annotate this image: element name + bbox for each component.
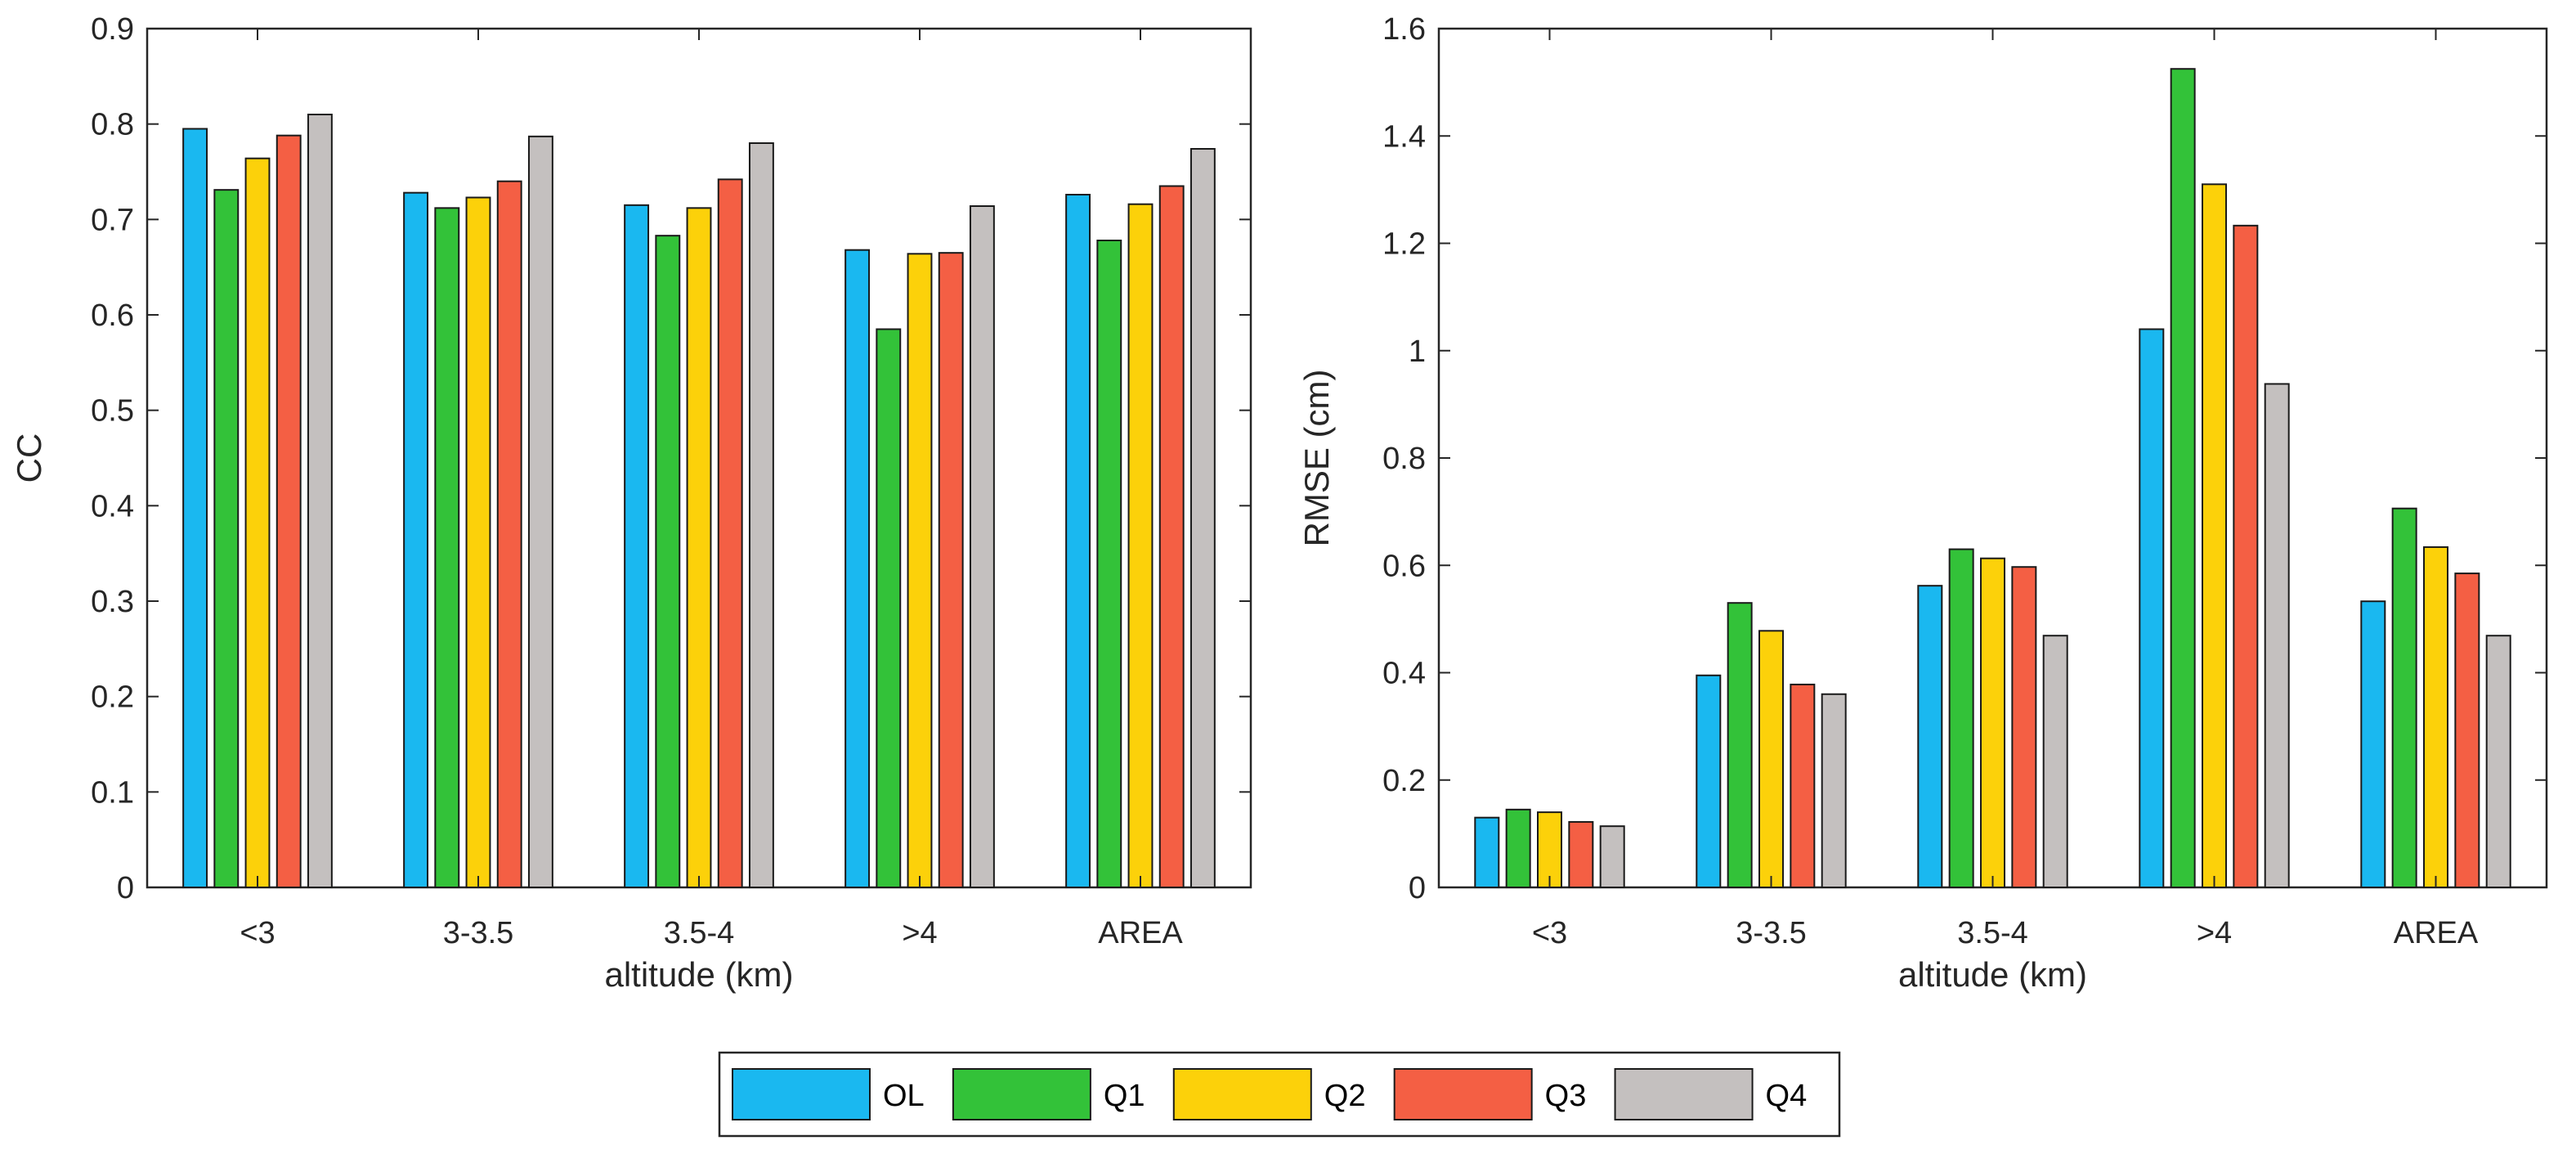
bar-q4-4 bbox=[2485, 635, 2511, 888]
legend-swatch-q2 bbox=[1172, 1068, 1312, 1120]
y-tick-label: 0.4 bbox=[1382, 657, 1426, 691]
y-tick-label: 0.6 bbox=[1382, 549, 1426, 583]
y-axis-label: CC bbox=[10, 433, 48, 483]
x-tick-label: 3-3.5 bbox=[1736, 916, 1807, 950]
bar-ol-3 bbox=[844, 249, 871, 888]
x-tick-label: 3-3.5 bbox=[443, 916, 514, 950]
bar-q4-2 bbox=[2042, 635, 2068, 888]
legend-swatch-ol bbox=[732, 1068, 871, 1120]
bar-q2-2 bbox=[1980, 557, 2005, 888]
y-tick-label: 1.4 bbox=[1382, 119, 1426, 154]
legend-swatch-q3 bbox=[1393, 1068, 1533, 1120]
bar-q4-2 bbox=[748, 142, 774, 888]
x-tick-label: 3.5-4 bbox=[664, 916, 735, 950]
y-tick-label: 0.8 bbox=[1382, 442, 1426, 476]
y-tick-label: 0.5 bbox=[91, 394, 134, 429]
y-tick-label: 0.2 bbox=[91, 680, 134, 715]
bar-ol-2 bbox=[624, 204, 650, 889]
bar-q2-4 bbox=[1127, 203, 1154, 888]
y-tick-label: 0.1 bbox=[91, 775, 134, 810]
bar-q1-0 bbox=[1505, 808, 1531, 888]
bar-q3-0 bbox=[276, 134, 302, 888]
y-tick-label: 1.6 bbox=[1382, 12, 1426, 47]
bar-q4-0 bbox=[307, 114, 333, 888]
bar-q3-1 bbox=[1790, 683, 1816, 888]
y-tick-label: 0 bbox=[1409, 871, 1426, 905]
bar-q4-3 bbox=[969, 205, 995, 888]
bar-q2-2 bbox=[686, 207, 712, 889]
y-tick-label: 0.7 bbox=[91, 203, 134, 237]
legend-label-q2: Q2 bbox=[1324, 1079, 1366, 1113]
y-tick-label: 0.9 bbox=[91, 12, 134, 47]
legend: OL Q1 Q2 Q3 Q4 bbox=[718, 1051, 1841, 1138]
bar-q2-3 bbox=[907, 253, 933, 889]
bar-q3-3 bbox=[2233, 224, 2259, 888]
bar-q1-4 bbox=[1096, 240, 1122, 888]
legend-label-q1: Q1 bbox=[1104, 1079, 1145, 1113]
y-tick-label: 0.8 bbox=[91, 108, 134, 142]
bar-ol-4 bbox=[2360, 600, 2386, 888]
y-tick-label: 0.6 bbox=[91, 299, 134, 333]
bar-ol-1 bbox=[1696, 674, 1722, 888]
x-axis-label: altitude (km) bbox=[1898, 955, 2087, 994]
legend-label-ol: OL bbox=[883, 1079, 925, 1113]
x-tick-label: <3 bbox=[1532, 916, 1567, 950]
legend-label-q3: Q3 bbox=[1545, 1079, 1587, 1113]
bar-q2-0 bbox=[244, 157, 271, 888]
bar-q4-1 bbox=[527, 135, 553, 889]
bar-q2-1 bbox=[465, 196, 491, 888]
bar-q1-2 bbox=[655, 235, 681, 888]
bar-ol-0 bbox=[182, 128, 208, 888]
y-tick-label: 0.4 bbox=[91, 489, 134, 523]
y-tick-label: 0.3 bbox=[91, 585, 134, 619]
bar-q1-0 bbox=[213, 189, 240, 888]
rmse-chart: <3 3-3.5 3.5-4 >4 AREA 0 0.2 0.4 0.6 0.8 1 1.2 1.4 1.… bbox=[1297, 12, 2548, 994]
y-axis-label: RMSE (cm) bbox=[1297, 370, 1336, 547]
bar-q3-4 bbox=[1158, 185, 1185, 888]
bar-q3-2 bbox=[717, 178, 743, 889]
legend-swatch-q4 bbox=[1614, 1068, 1754, 1120]
bar-q3-0 bbox=[1568, 820, 1594, 888]
bar-q3-4 bbox=[2454, 573, 2480, 888]
bar-q1-3 bbox=[876, 328, 902, 888]
bar-q2-4 bbox=[2423, 546, 2448, 888]
cc-chart: <3 3-3.5 3.5-4 >4 AREA 0 0.1 0.2 0.3 0.4 0.5 0.6 0.7… bbox=[10, 12, 1252, 994]
bar-q1-1 bbox=[1727, 602, 1753, 888]
y-tick-label: 1.2 bbox=[1382, 227, 1426, 262]
bar-ol-0 bbox=[1474, 816, 1500, 888]
y-tick-label: 0 bbox=[117, 871, 134, 905]
x-tick-label: >4 bbox=[902, 916, 937, 950]
y-tick-label: 1 bbox=[1409, 335, 1426, 369]
bar-q1-4 bbox=[2391, 507, 2417, 888]
bar-q3-2 bbox=[2011, 566, 2037, 888]
bar-ol-4 bbox=[1065, 194, 1091, 888]
x-tick-label: >4 bbox=[2197, 916, 2232, 950]
bar-q4-3 bbox=[2264, 383, 2290, 888]
bar-q3-3 bbox=[938, 252, 964, 888]
bar-q1-3 bbox=[2170, 68, 2196, 888]
x-tick-label: AREA bbox=[1098, 916, 1183, 950]
bar-ol-3 bbox=[2139, 328, 2165, 888]
legend-swatch-q1 bbox=[952, 1068, 1091, 1120]
bar-q3-1 bbox=[496, 180, 522, 888]
bar-q4-0 bbox=[1599, 825, 1625, 888]
bar-q2-0 bbox=[1537, 811, 1562, 888]
bar-q2-3 bbox=[2202, 183, 2227, 888]
bar-q4-4 bbox=[1189, 148, 1216, 888]
x-tick-label: AREA bbox=[2394, 916, 2479, 950]
bar-q2-1 bbox=[1758, 630, 1784, 888]
bar-q4-1 bbox=[1821, 693, 1847, 888]
legend-label-q4: Q4 bbox=[1766, 1079, 1808, 1113]
bar-ol-1 bbox=[403, 191, 429, 888]
bar-q1-1 bbox=[434, 207, 460, 889]
x-tick-label: 3.5-4 bbox=[1957, 916, 2028, 950]
x-tick-label: <3 bbox=[240, 916, 275, 950]
y-tick-label: 0.2 bbox=[1382, 764, 1426, 798]
bar-q1-2 bbox=[1948, 548, 1974, 888]
bar-ol-2 bbox=[1917, 585, 1943, 888]
x-axis-label: altitude (km) bbox=[604, 955, 793, 994]
